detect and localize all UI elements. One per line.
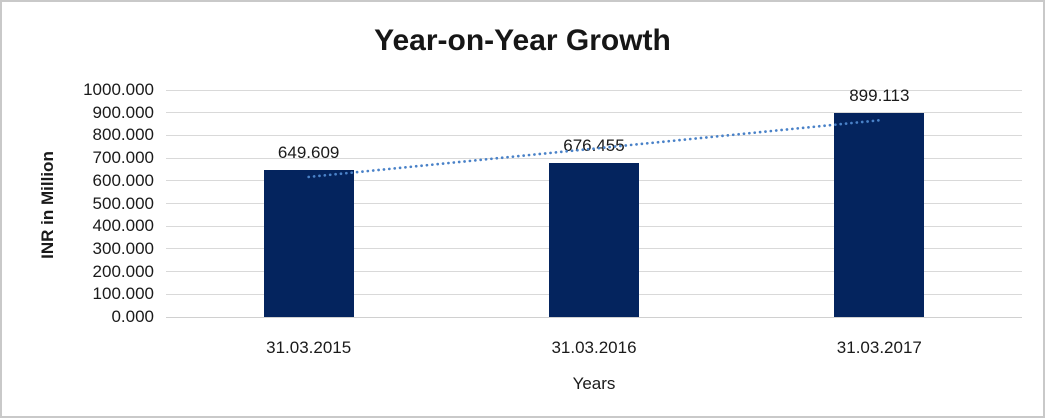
x-tick-label: 31.03.2017 xyxy=(836,338,922,357)
y-tick-label: 0.000 xyxy=(111,307,154,326)
x-tick-label: 31.03.2016 xyxy=(551,338,637,357)
plot-area: 649.609 676.455 899.113 xyxy=(166,86,1022,318)
bar-31.03.2016 xyxy=(549,163,639,317)
y-tick-label: 400.000 xyxy=(92,216,154,236)
chart-title: Year-on-Year Growth xyxy=(374,24,671,57)
gridline xyxy=(166,134,1022,136)
y-tick-label: 800.000 xyxy=(92,125,154,145)
trendline xyxy=(307,118,881,179)
bar-31.03.2017 xyxy=(834,112,925,317)
gridline xyxy=(166,157,1022,159)
bar-data-label: 899.113 xyxy=(849,85,910,105)
bar-31.03.2015 xyxy=(263,169,354,317)
y-tick-label: 300.000 xyxy=(92,238,154,258)
y-tick-label: 100.000 xyxy=(92,284,154,304)
x-tick-label: 31.03.2015 xyxy=(266,338,352,357)
gridline xyxy=(166,112,1022,114)
y-tick-label: 1000.000 xyxy=(83,80,154,99)
y-tick-label: 700.000 xyxy=(92,148,154,168)
x-axis-title: Years xyxy=(572,374,616,393)
y-tick-label: 900.000 xyxy=(92,102,154,122)
bar-data-label: 649.609 xyxy=(277,142,340,162)
gridline xyxy=(166,89,1022,91)
y-tick-label: 500.000 xyxy=(92,193,154,213)
y-tick-label: 600.000 xyxy=(92,170,154,190)
x-axis-line xyxy=(166,316,1022,318)
y-tick-label: 200.000 xyxy=(92,261,154,281)
